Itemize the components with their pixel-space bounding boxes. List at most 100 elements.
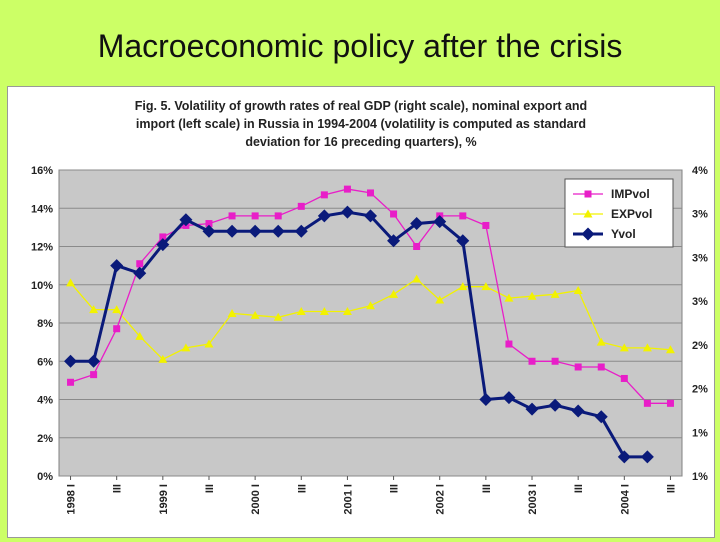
right-tick-label: 2%	[692, 384, 708, 396]
data-point-yvol	[340, 205, 354, 219]
data-point-expvol	[273, 312, 283, 321]
right-tick-label: 1%	[692, 471, 708, 483]
left-tick-label: 14%	[31, 203, 53, 215]
slide-title: Macroeconomic policy after the crisis	[97, 28, 623, 64]
data-point-expvol	[389, 289, 399, 298]
x-tick-label: III	[296, 484, 308, 493]
data-point-impvol	[551, 357, 559, 365]
data-point-expvol	[596, 337, 606, 346]
data-point-impvol	[620, 374, 628, 382]
legend-box	[564, 178, 674, 248]
x-tick-label: III	[573, 484, 585, 493]
right-tick-label: 3%	[692, 296, 708, 308]
left-tick-label: 0%	[37, 471, 53, 483]
data-point-expvol	[481, 282, 491, 291]
x-tick-label: III	[665, 484, 677, 493]
data-point-impvol	[390, 210, 398, 218]
legend-marker-yvol	[581, 227, 595, 241]
x-tick-label: III	[204, 484, 216, 493]
data-point-yvol	[317, 209, 331, 223]
chart-panel: Fig. 5. Volatility of growth rates of re…	[7, 86, 715, 538]
x-tick-label: 2001 I	[342, 484, 354, 515]
data-point-yvol	[525, 402, 539, 416]
data-point-yvol	[433, 215, 447, 229]
data-point-yvol	[479, 393, 493, 406]
right-axis: 1% 1% 2% 2% 3% 3% 3% 4%	[692, 165, 708, 483]
data-point-impvol	[367, 189, 374, 197]
data-point-impvol	[136, 260, 144, 268]
legend: IMPvol EXPvol Yvol	[564, 178, 674, 248]
right-tick-label: 4%	[692, 165, 708, 177]
x-tick-label: III	[389, 484, 401, 493]
data-point-expvol	[458, 282, 468, 291]
x-tick-label: 1999 I	[158, 484, 170, 515]
data-point-yvol	[456, 234, 470, 248]
data-point-yvol	[271, 224, 285, 238]
data-point-yvol	[410, 217, 424, 231]
data-point-expvol	[366, 301, 375, 310]
data-point-yvol	[133, 266, 147, 280]
x-tick-label: 2003 I	[527, 484, 539, 515]
data-point-impvol	[320, 191, 328, 199]
chart-title-line-2: import (left scale) in Russia in 1994-20…	[136, 117, 586, 131]
data-point-impvol	[528, 357, 536, 365]
left-tick-label: 4%	[37, 395, 53, 407]
series-yvol	[64, 205, 654, 464]
x-tick-label: III	[112, 484, 124, 493]
data-point-yvol	[594, 410, 608, 424]
data-point-yvol	[110, 259, 124, 273]
data-point-impvol	[459, 212, 467, 220]
data-point-expvol	[412, 274, 422, 283]
data-point-yvol	[202, 224, 216, 238]
data-point-yvol	[64, 354, 78, 368]
left-tick-label: 10%	[31, 280, 53, 292]
volatility-chart: Fig. 5. Volatility of growth rates of re…	[31, 99, 708, 515]
data-point-impvol	[159, 233, 167, 241]
left-tick-label: 8%	[37, 318, 53, 330]
data-point-expvol	[250, 310, 260, 319]
left-tick-label: 2%	[37, 433, 53, 445]
data-point-impvol	[413, 243, 421, 250]
data-point-expvol	[504, 293, 514, 302]
data-point-yvol	[548, 398, 562, 412]
x-axis: 1998 I III 1999 I III 2000 I III 2001 I III 2002…	[66, 476, 677, 515]
series-impvol	[67, 185, 674, 407]
data-point-yvol	[364, 209, 377, 223]
right-tick-label: 3%	[692, 252, 708, 264]
data-point-expvol	[642, 343, 652, 352]
data-point-impvol	[113, 325, 121, 333]
data-point-expvol	[158, 354, 168, 363]
data-point-expvol	[181, 343, 191, 352]
data-point-expvol	[550, 289, 560, 298]
data-point-yvol	[225, 224, 239, 238]
data-point-expvol	[319, 307, 329, 316]
data-point-expvol	[296, 307, 306, 316]
data-point-impvol	[205, 220, 213, 228]
legend-label-yvol: Yvol	[611, 227, 636, 241]
data-point-expvol	[435, 295, 445, 304]
data-point-yvol	[571, 404, 585, 418]
data-point-expvol	[619, 343, 629, 352]
data-point-impvol	[505, 340, 513, 348]
data-point-impvol	[274, 212, 282, 220]
x-tick-label: 2000 I	[250, 484, 262, 515]
left-tick-label: 16%	[31, 165, 53, 177]
legend-marker-expvol	[583, 209, 593, 218]
data-point-impvol	[666, 399, 674, 407]
data-point-expvol	[665, 345, 675, 354]
right-tick-label: 1%	[692, 427, 708, 439]
data-point-impvol	[574, 363, 582, 371]
data-point-yvol	[248, 224, 262, 238]
data-point-expvol	[112, 305, 122, 314]
data-point-impvol	[643, 399, 651, 407]
chart-title: Fig. 5. Volatility of growth rates of re…	[135, 99, 587, 149]
series-expvol	[66, 274, 675, 363]
data-point-yvol	[640, 450, 654, 464]
x-tick-label: III	[481, 484, 493, 493]
left-tick-label: 12%	[31, 242, 53, 254]
right-tick-label: 3%	[692, 209, 708, 221]
data-point-yvol	[502, 391, 516, 405]
chart-title-line-3: deviation for 16 preceding quarters), %	[245, 135, 476, 149]
data-point-yvol	[294, 224, 308, 238]
data-point-yvol	[387, 234, 401, 248]
